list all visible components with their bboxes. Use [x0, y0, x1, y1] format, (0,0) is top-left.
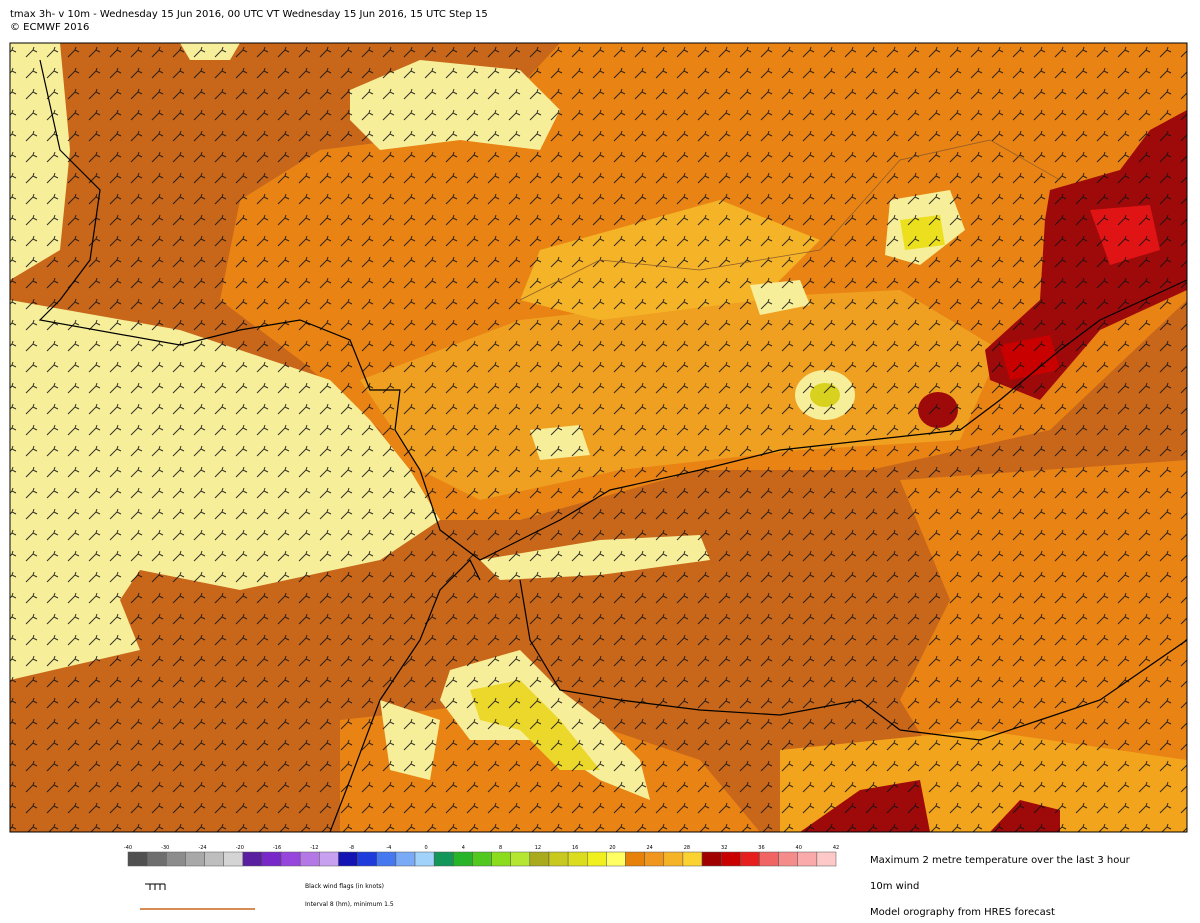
colorbar-tick-label: -4 [386, 845, 391, 851]
map-frame [9, 42, 1188, 833]
colorbar-box [644, 851, 665, 867]
colorbar-box [586, 851, 607, 867]
temperature-field [10, 43, 1187, 832]
colorbar-box [625, 851, 645, 867]
colorbar-box [701, 851, 722, 867]
legend-wind: 10m wind [870, 881, 919, 892]
colorbar-box [663, 851, 684, 867]
colorbar-box [338, 851, 358, 867]
legend-orography-interval: Interval 8 (hm), minimum 1.5 [305, 901, 394, 908]
colorbar-box [510, 851, 531, 867]
colorbar-tick-label: 4 [462, 845, 465, 851]
colorbar-tick-label: 16 [572, 845, 578, 851]
colorbar-tick-label: -30 [161, 845, 169, 851]
colorbar-tick-label: 36 [758, 845, 764, 851]
colorbar-box [319, 851, 339, 867]
colorbar-box [280, 851, 301, 867]
colorbar-box [414, 851, 435, 867]
colorbar-box [299, 851, 320, 867]
colorbar-box [357, 851, 378, 867]
wind-flag-symbol [145, 883, 166, 890]
colorbar-tick-label: 8 [499, 845, 502, 851]
colorbar-box [797, 851, 818, 867]
colorbar-box [376, 851, 397, 867]
colorbar-tick-label: 28 [684, 845, 690, 851]
colorbar-tick-label: -40 [124, 845, 132, 851]
colorbar-box [778, 851, 798, 867]
colorbar-box [204, 851, 224, 867]
title: tmax 3h- v 10m - Wednesday 15 Jun 2016, … [10, 9, 488, 20]
colorbar-box [395, 851, 416, 867]
colorbar-box [816, 851, 837, 867]
colorbar-tick-label: 0 [425, 845, 428, 851]
colorbar-box [166, 851, 186, 867]
colorbar-box [759, 851, 779, 867]
colorbar-box [529, 851, 550, 867]
colorbar-box [567, 851, 588, 867]
colorbar-box [185, 851, 205, 867]
legend-field: Maximum 2 metre temperature over the las… [870, 855, 1131, 866]
colorbar-box [433, 851, 454, 867]
colorbar-tick-label: -20 [236, 845, 244, 851]
colorbar-box [242, 851, 263, 867]
colorbar-box [740, 851, 760, 867]
colorbar-tick-label: -12 [310, 845, 318, 851]
colorbar-tick-label: -16 [273, 845, 281, 851]
colorbar-box [453, 851, 473, 867]
colorbar-box [472, 851, 492, 867]
colorbar-tick-label: 32 [721, 845, 727, 851]
colorbar-box [720, 851, 741, 867]
legend-wind-flags: Black wind flags (in knots) [305, 883, 384, 890]
colorbar-box [548, 851, 569, 867]
colorbar: -40 -30 -24 -20 -16 -12 -8 -4 0 4 8 12 16 20 24 28 32 36 4… [124, 845, 839, 867]
colorbar-box [606, 851, 626, 867]
colorbar-box [682, 851, 703, 867]
copyright: © ECMWF 2016 [10, 22, 90, 33]
legend-orography: Model orography from HRES forecast [870, 907, 1055, 918]
colorbar-tick-label: -8 [349, 845, 354, 851]
colorbar-box [146, 851, 167, 867]
colorbar-box [223, 851, 244, 867]
colorbar-tick-label: -24 [198, 845, 206, 851]
colorbar-tick-label: 12 [535, 845, 541, 851]
colorbar-box [261, 851, 282, 867]
colorbar-tick-label: 40 [796, 845, 802, 851]
colorbar-box [491, 851, 511, 867]
colorbar-tick-label: 24 [646, 845, 652, 851]
colorbar-tick-label: 42 [833, 845, 839, 851]
colorbar-box [127, 851, 148, 867]
colorbar-tick-label: 20 [609, 845, 615, 851]
